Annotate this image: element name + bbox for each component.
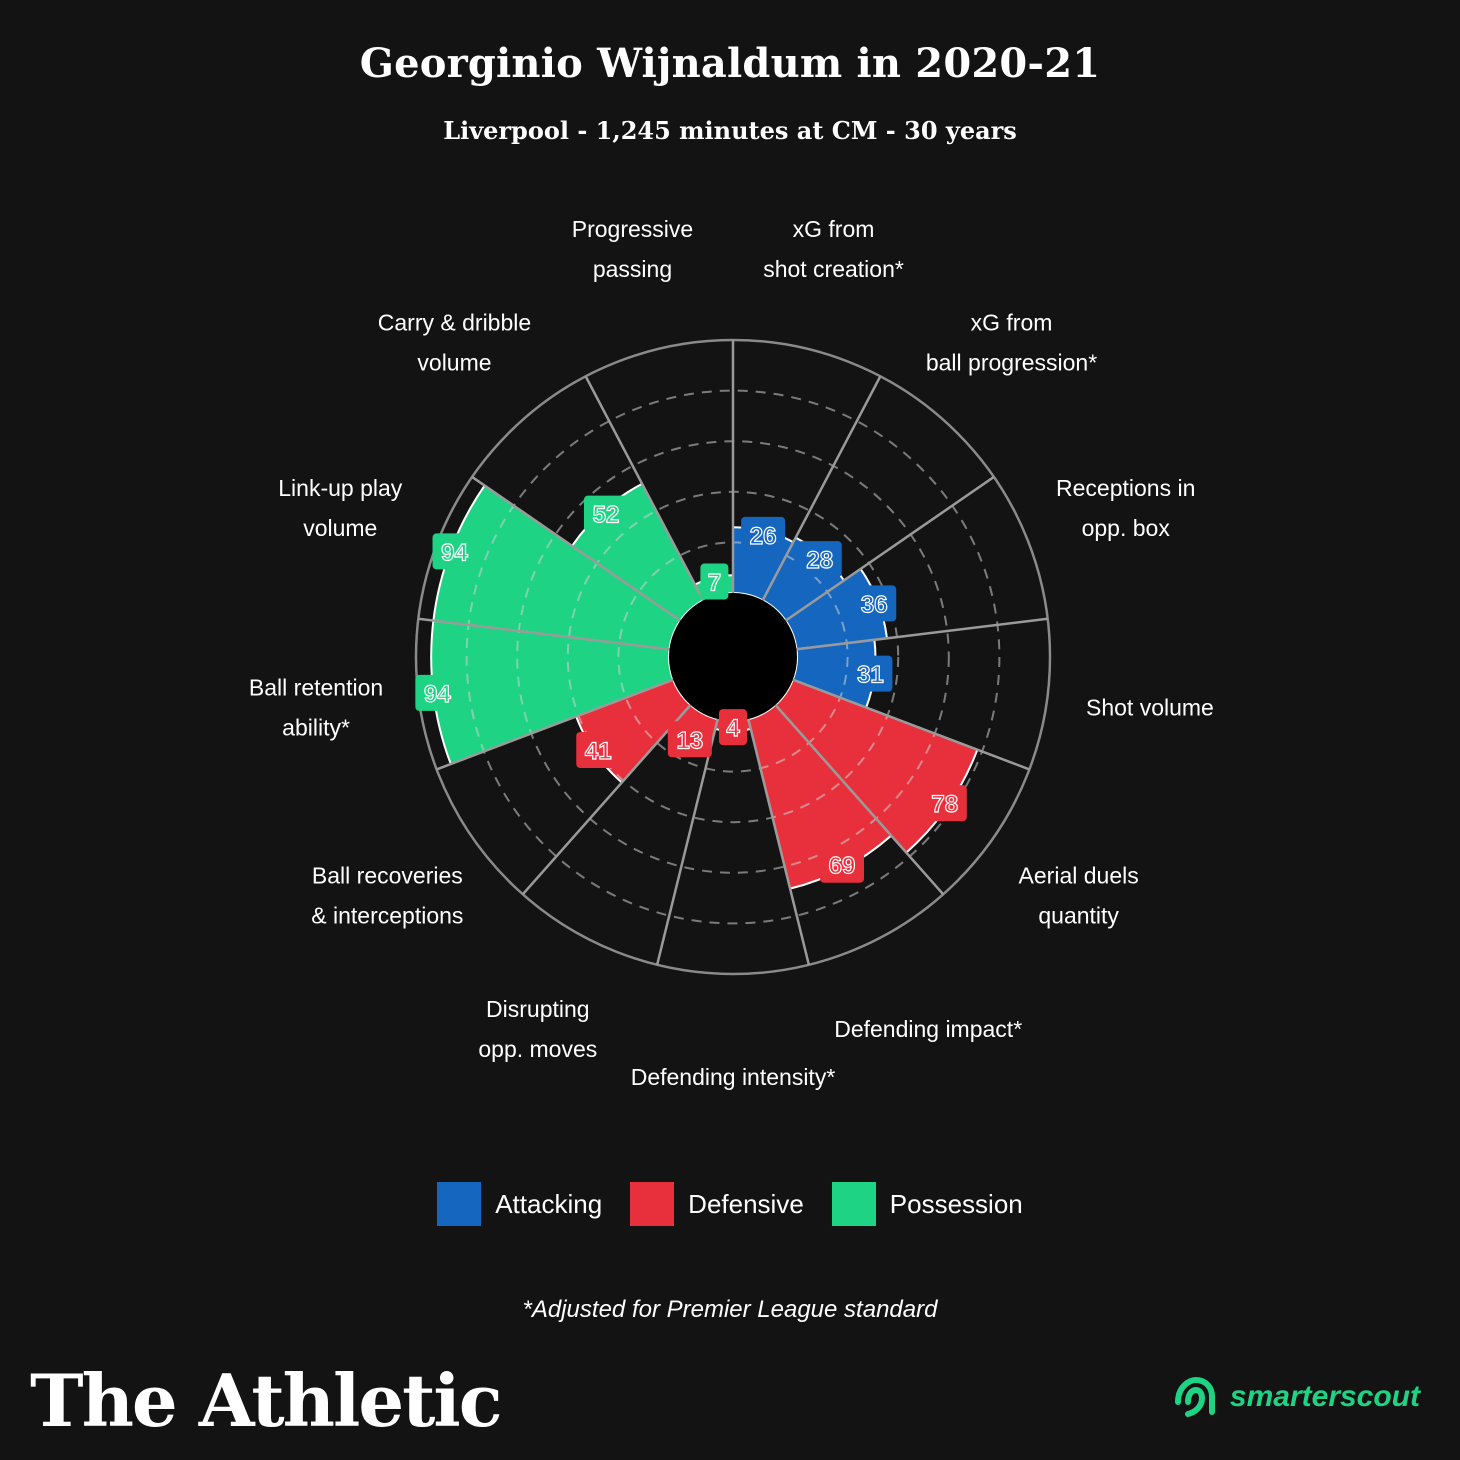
- spoke-8: [521, 704, 692, 896]
- category-label-11: Carry & dribble volume: [378, 310, 531, 376]
- value-label-6: 4: [726, 715, 740, 742]
- category-label-line: Shot volume: [1086, 695, 1214, 721]
- category-label-7: Disrupting opp. moves: [478, 996, 597, 1062]
- center-hole: [669, 593, 797, 721]
- category-label-line: shot creation*: [763, 256, 904, 282]
- category-label-line: opp. moves: [478, 1036, 597, 1062]
- category-label-line: xG from: [971, 310, 1053, 336]
- category-label-line: Defending intensity*: [631, 1064, 836, 1090]
- category-label-2: Receptions in opp. box: [1056, 475, 1195, 541]
- chart-subtitle: Liverpool - 1,245 minutes at CM - 30 yea…: [443, 116, 1017, 145]
- spoke-12: [584, 375, 705, 601]
- smarterscout-icon: [1174, 1376, 1215, 1417]
- category-label-line: Ball recoveries: [312, 863, 463, 889]
- category-label-line: Ball retention: [249, 675, 383, 701]
- value-label-0: 26: [750, 523, 777, 550]
- value-box-11: [583, 495, 628, 532]
- spoke-10: [418, 617, 670, 651]
- category-label-line: Carry & dribble: [378, 310, 531, 336]
- value-label-3: 31: [857, 662, 884, 689]
- category-label-line: ball progression*: [926, 350, 1097, 376]
- value-label-4: 78: [931, 791, 958, 818]
- legend-item-attacking: Attacking: [437, 1182, 602, 1226]
- value-label-11: 52: [593, 502, 620, 529]
- category-label-line: Disrupting: [486, 996, 590, 1022]
- gridline-0: [617, 541, 849, 773]
- spoke-1: [761, 375, 882, 601]
- category-label-line: & interceptions: [311, 903, 463, 929]
- legend-item-possession: Possession: [831, 1182, 1023, 1226]
- category-label-line: Link-up play: [278, 475, 403, 501]
- value-box-2: [852, 585, 897, 622]
- legend-label-defensive: Defensive: [688, 1188, 804, 1219]
- value-box-5: [820, 846, 865, 883]
- value-label-1: 28: [806, 547, 833, 574]
- legend: Attacking Defensive Possession: [0, 1182, 1460, 1226]
- spoke-7: [655, 718, 719, 966]
- value-box-7: [667, 721, 712, 758]
- gridline-3: [465, 389, 1001, 925]
- value-box-10: [432, 533, 477, 570]
- value-box-8: [576, 732, 621, 769]
- category-label-12: Progressive passing: [572, 216, 693, 282]
- legend-label-possession: Possession: [889, 1188, 1023, 1219]
- category-label-line: xG from: [793, 216, 875, 242]
- value-box-9: [415, 674, 460, 711]
- partner-name: smarterscout: [1229, 1380, 1420, 1413]
- value-box-12: [700, 563, 729, 600]
- category-label-line: volume: [303, 515, 377, 541]
- category-label-line: Defending impact*: [834, 1016, 1022, 1042]
- category-label-1: xG from ball progression*: [926, 310, 1097, 376]
- legend-swatch-possession: [831, 1182, 876, 1226]
- category-label-line: Progressive: [572, 216, 693, 242]
- value-box-6: [719, 709, 747, 746]
- chart-title: Georginio Wijnaldum in 2020-21: [359, 40, 1101, 87]
- value-label-9: 94: [424, 681, 451, 708]
- category-label-line: ability*: [282, 715, 350, 741]
- value-box-0: [741, 516, 786, 553]
- spoke-2: [784, 475, 995, 622]
- category-label-line: volume: [417, 350, 491, 376]
- spoke-4: [792, 678, 1030, 771]
- legend-item-defensive: Defensive: [630, 1182, 804, 1226]
- category-label-0: xG from shot creation*: [763, 216, 904, 282]
- spoke-3: [796, 617, 1048, 651]
- value-label-5: 69: [829, 853, 856, 880]
- category-label-line: opp. box: [1082, 515, 1171, 541]
- value-label-2: 36: [861, 591, 888, 618]
- category-label-6: Defending intensity*: [631, 1064, 836, 1090]
- partner-logo: smarterscout: [1168, 1372, 1420, 1422]
- spoke-11: [471, 475, 682, 622]
- value-label-12: 7: [708, 570, 721, 597]
- value-box-4: [922, 785, 967, 822]
- legend-swatch-attacking: [437, 1182, 482, 1226]
- category-label-9: Ball retention ability*: [249, 675, 383, 741]
- category-label-line: passing: [593, 256, 672, 282]
- category-label-8: Ball recoveries & interceptions: [311, 863, 463, 929]
- category-label-3: Shot volume: [1086, 695, 1214, 721]
- value-box-3: [848, 655, 893, 692]
- brand-logo: The Athletic: [30, 1358, 503, 1443]
- value-label-10: 94: [441, 539, 468, 566]
- category-label-line: Aerial duels: [1019, 863, 1139, 889]
- footnote: *Adjusted for Premier League standard: [522, 1296, 938, 1323]
- legend-swatch-defensive: [630, 1182, 675, 1226]
- value-label-8: 41: [585, 738, 612, 765]
- polar-bar-chart: 26 28 36 31 78 69 4 13 41 94 94 52 7 xG from shot crea…: [249, 216, 1214, 1090]
- spoke-9: [436, 678, 674, 771]
- category-label-4: Aerial duels quantity: [1019, 863, 1139, 929]
- category-label-5: Defending impact*: [834, 1016, 1022, 1042]
- value-box-1: [797, 541, 842, 578]
- spoke-5: [774, 704, 945, 896]
- category-label-line: Receptions in: [1056, 475, 1195, 501]
- value-label-7: 13: [676, 727, 703, 754]
- category-label-10: Link-up play volume: [278, 475, 403, 541]
- legend-label-attacking: Attacking: [495, 1188, 603, 1219]
- spoke-6: [747, 718, 811, 966]
- category-label-line: quantity: [1038, 903, 1119, 929]
